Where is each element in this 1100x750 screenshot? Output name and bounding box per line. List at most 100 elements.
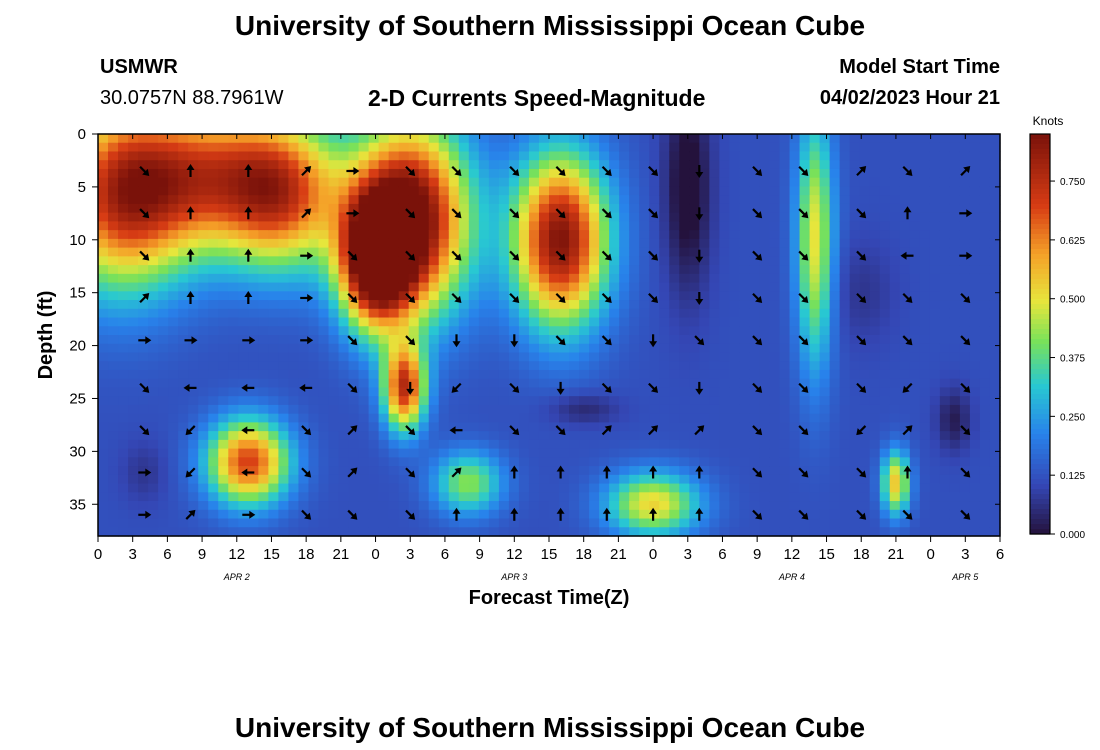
heatmap-cell — [699, 387, 710, 397]
colorbar-segment — [1030, 364, 1050, 370]
heatmap-cell — [889, 335, 901, 345]
heatmap-cell — [508, 387, 520, 397]
heatmap-cell — [248, 160, 259, 170]
heatmap-cell — [909, 439, 921, 450]
heatmap-cell — [238, 212, 249, 222]
heatmap-cell — [669, 238, 680, 249]
colorbar-segment — [1030, 394, 1050, 400]
heatmap-cell — [679, 195, 690, 205]
heatmap-cell — [368, 369, 380, 380]
heatmap-cell — [438, 422, 450, 432]
heatmap-cell — [769, 273, 781, 284]
heatmap-cell — [879, 326, 891, 336]
heatmap-cell — [969, 186, 981, 196]
heatmap-cell — [358, 378, 370, 389]
heatmap-cell — [849, 247, 861, 257]
colorbar-segment — [1030, 229, 1050, 235]
heatmap-cell — [98, 230, 109, 240]
heatmap-cell — [198, 378, 209, 389]
heatmap-cell — [879, 151, 891, 161]
heatmap-cell — [158, 466, 169, 476]
heatmap-cell — [378, 221, 390, 231]
heatmap-cell — [518, 501, 530, 511]
heatmap-cell — [388, 369, 400, 380]
heatmap-cell — [769, 195, 781, 205]
heatmap-cell — [338, 221, 350, 231]
heatmap-cell — [138, 466, 149, 476]
heatmap-cell — [559, 230, 570, 240]
heatmap-cell — [368, 326, 380, 336]
heatmap-cell — [378, 168, 390, 179]
heatmap-cell — [579, 203, 590, 214]
heatmap-cell — [98, 335, 109, 345]
heatmap-cell — [108, 317, 119, 327]
heatmap-cell — [949, 273, 961, 284]
heatmap-cell — [308, 308, 320, 319]
heatmap-cell — [138, 474, 149, 485]
heatmap-cell — [859, 291, 871, 301]
heatmap-cell — [168, 142, 179, 153]
heatmap-cell — [408, 273, 420, 284]
heatmap-cell — [799, 422, 811, 432]
heatmap-cell — [629, 501, 640, 511]
heatmap-cell — [889, 142, 901, 153]
heatmap-cell — [579, 413, 590, 423]
vector-arrow — [649, 334, 658, 348]
vector-arrow — [555, 250, 566, 261]
heatmap-cell — [368, 177, 380, 188]
vector-arrow — [186, 291, 195, 304]
heatmap-cell — [518, 483, 530, 493]
heatmap-cell — [599, 230, 610, 240]
heatmap-cell — [338, 387, 350, 397]
heatmap-cell — [538, 378, 550, 389]
heatmap-cell — [298, 326, 310, 336]
heatmap-cell — [899, 203, 911, 214]
heatmap-cell — [799, 256, 811, 266]
heatmap-cell — [779, 422, 791, 432]
heatmap-cell — [488, 151, 500, 161]
heatmap-cell — [388, 492, 400, 502]
heatmap-cell — [348, 527, 360, 537]
heatmap-cell — [749, 527, 761, 537]
heatmap-cell — [518, 300, 530, 310]
heatmap-cell — [779, 256, 791, 266]
heatmap-cell — [769, 361, 781, 371]
heatmap-cell — [559, 396, 570, 406]
heatmap-cell — [699, 518, 710, 528]
heatmap-cell — [268, 291, 279, 301]
heatmap-cell — [158, 221, 169, 231]
heatmap-cell — [428, 492, 440, 502]
heatmap-cell — [959, 404, 971, 415]
heatmap-cell — [448, 168, 460, 179]
heatmap-cell — [438, 457, 450, 467]
heatmap-cell — [488, 492, 500, 502]
heatmap-cell — [308, 457, 320, 467]
vector-arrow — [960, 292, 971, 303]
heatmap-cell — [929, 186, 941, 196]
heatmap-cell — [108, 308, 119, 319]
heatmap-cell — [178, 186, 189, 196]
heatmap-cell — [288, 247, 300, 257]
heatmap-cell — [538, 369, 550, 380]
heatmap-cell — [569, 501, 580, 511]
heatmap-cell — [899, 352, 911, 362]
colorbar-segment — [1030, 529, 1050, 535]
heatmap-cell — [148, 509, 159, 520]
heatmap-cell — [158, 387, 169, 397]
heatmap-cell — [949, 151, 961, 161]
heatmap-cell — [889, 273, 901, 284]
heatmap-cell — [849, 352, 861, 362]
heatmap-cell — [549, 300, 560, 310]
colorbar-segment — [1030, 294, 1050, 300]
heatmap-cell — [849, 509, 861, 520]
colorbar-segment — [1030, 434, 1050, 440]
x-tick-label: 12 — [784, 546, 801, 563]
heatmap-cell — [759, 466, 771, 476]
heatmap-cell — [939, 230, 951, 240]
vector-arrow — [347, 292, 358, 303]
heatmap-cell — [849, 361, 861, 371]
heatmap-cell — [769, 317, 781, 327]
heatmap-cell — [579, 317, 590, 327]
heatmap-cell — [298, 238, 310, 249]
heatmap-cell — [799, 151, 811, 161]
